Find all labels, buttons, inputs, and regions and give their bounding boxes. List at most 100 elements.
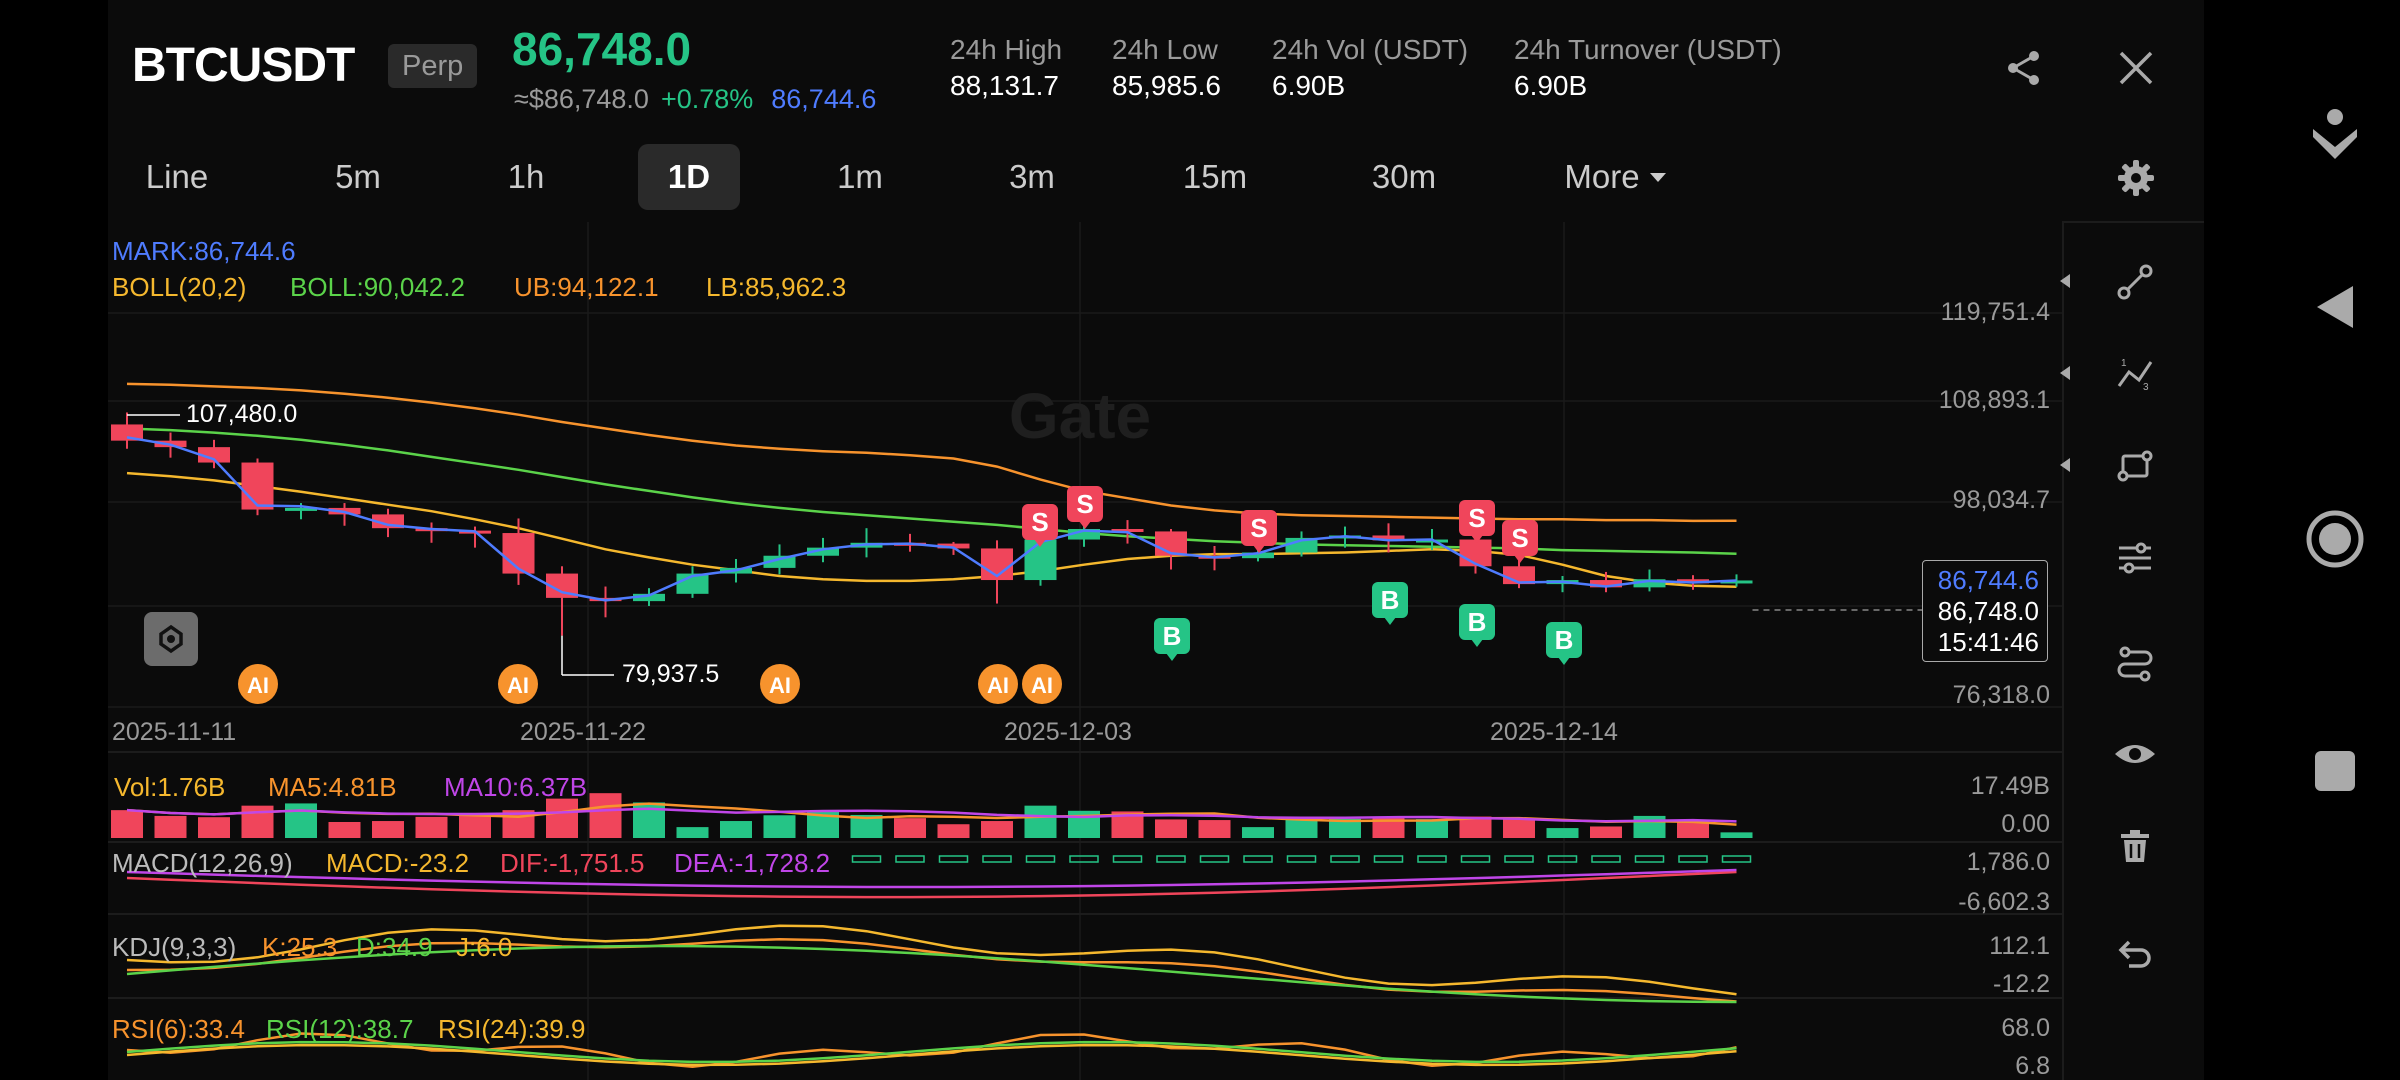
tab-more[interactable]: More xyxy=(1550,144,1680,210)
volume-bar xyxy=(1416,819,1448,838)
price-tick: 76,318.0 xyxy=(1952,681,2050,709)
tab-5m[interactable]: 5m xyxy=(335,158,381,195)
candle-body xyxy=(937,543,970,549)
sell-badge-tail xyxy=(1034,539,1046,547)
volume-bar xyxy=(154,815,187,838)
legend-ub: UB:94,122.1 xyxy=(514,272,659,302)
legend-k: K:25.3 xyxy=(262,932,338,962)
current-mark-price: 86,744.6 xyxy=(1937,565,2039,595)
kdj-k-line xyxy=(126,937,1737,1003)
tab-3m[interactable]: 3m xyxy=(1009,158,1055,195)
price-tick: 108,893.1 xyxy=(1938,386,2050,414)
legend-dif: DIF:-1,751.5 xyxy=(500,848,645,878)
tool-sliders[interactable] xyxy=(2090,528,2180,588)
volume-bar xyxy=(720,821,752,838)
buy-badge: B xyxy=(1546,622,1582,665)
svg-text:1: 1 xyxy=(2121,358,2127,369)
macd-dea-line xyxy=(126,868,1737,889)
sell-badge-shape xyxy=(1067,486,1103,522)
candle-body xyxy=(633,593,665,602)
sell-badge-tail xyxy=(1471,535,1483,543)
symbol-title[interactable]: BTCUSDT xyxy=(132,39,355,92)
ai-signal-badge-label: AI xyxy=(987,673,1009,698)
stat-label-turnover: 24h Turnover (USDT) xyxy=(1514,34,1782,65)
tab-more-label: More xyxy=(1564,158,1640,195)
tool-undo[interactable] xyxy=(2090,922,2180,982)
magnet-icon xyxy=(2117,646,2153,682)
candle-body xyxy=(807,547,839,556)
home-nav-icon[interactable] xyxy=(2290,494,2380,584)
volume-bar xyxy=(937,824,970,838)
tool-magnet[interactable] xyxy=(2090,632,2180,692)
stat-label-high: 24h High xyxy=(950,34,1063,65)
candle-countdown: 15:41:46 xyxy=(1937,627,2039,657)
date-tick: 2025-12-14 xyxy=(1490,718,1618,746)
legend-j: J:6.0 xyxy=(456,932,513,962)
macd-histogram-bar xyxy=(1286,855,1317,863)
current-price-box: 86,744.6 86,748.0 15:41:46 xyxy=(1922,560,2048,662)
macd-histogram-bar xyxy=(1199,855,1230,863)
buy-badge-label: B xyxy=(1163,621,1182,651)
legend-boll-mid: BOLL:90,042.2 xyxy=(290,272,465,302)
assistant-nav-icon[interactable] xyxy=(2290,90,2380,180)
close-icon[interactable] xyxy=(2108,40,2164,96)
ai-signal-badge: AI xyxy=(238,664,278,704)
macd-histogram-bar xyxy=(1634,855,1665,863)
candle-body xyxy=(111,424,143,441)
macd-dif-line xyxy=(126,870,1737,899)
sell-badge-tail xyxy=(1253,545,1265,553)
recents-nav-icon[interactable] xyxy=(2290,726,2380,816)
tool-delete[interactable] xyxy=(2090,816,2180,876)
volume-bar xyxy=(415,816,448,838)
tab-1d[interactable]: 1D xyxy=(638,144,740,210)
macd-tick: 1,786.0 xyxy=(1966,848,2050,876)
legend-rsi12: RSI(12):38.7 xyxy=(266,1014,414,1044)
volume-bar xyxy=(285,803,317,838)
tab-30m[interactable]: 30m xyxy=(1371,158,1437,195)
sliders-icon xyxy=(2119,542,2151,574)
macd-tick: -6,602.3 xyxy=(1958,888,2050,916)
buy-badge-label: B xyxy=(1468,607,1487,637)
tool-line[interactable] xyxy=(2060,252,2180,312)
shape-tool-icon xyxy=(2117,450,2153,482)
tab-1h[interactable]: 1h xyxy=(507,158,545,195)
macd-histogram-bar xyxy=(895,855,925,863)
volume-bar xyxy=(676,827,709,838)
kdj-tick: 112.1 xyxy=(1989,932,2050,960)
tab-line[interactable]: Line xyxy=(145,158,209,195)
stat-value-turnover: 6.90B xyxy=(1514,70,1588,101)
tool-shape[interactable] xyxy=(2060,436,2180,496)
volume-bar xyxy=(1677,820,1709,838)
volume-ma10-line xyxy=(126,807,1737,823)
tool-visibility[interactable] xyxy=(2090,724,2180,784)
stat-label-vol: 24h Vol (USDT) xyxy=(1272,34,1469,65)
macd-histogram-bar xyxy=(1721,855,1752,863)
chart-mode-icon[interactable] xyxy=(144,612,198,666)
volume-bar xyxy=(1633,815,1666,838)
sub-price-row: ≈$86,748.0 +0.78% 86,744.6 xyxy=(514,84,876,115)
mark-price-line xyxy=(126,414,1922,676)
buy-badge-label: B xyxy=(1555,625,1574,655)
legend-ma5: MA5:4.81B xyxy=(268,772,397,802)
sell-badge-shape xyxy=(1241,510,1277,546)
undo-icon xyxy=(2118,940,2151,968)
tab-1m[interactable]: 1m xyxy=(837,158,883,195)
legend-dea: DEA:-1,728.2 xyxy=(674,848,831,878)
buy-badge-shape xyxy=(1546,622,1582,658)
ai-signal-badge-shape xyxy=(498,664,538,704)
share-icon[interactable] xyxy=(1996,40,2052,96)
buy-badge-shape xyxy=(1154,618,1190,654)
legend-boll: BOLL(20,2) xyxy=(112,272,247,302)
ai-signal-badge: AI xyxy=(1022,664,1062,704)
approx-price: ≈$86,748.0 xyxy=(514,84,649,114)
buy-badge-tail xyxy=(1558,657,1570,665)
buy-badge-label: B xyxy=(1381,585,1400,615)
tab-15m[interactable]: 15m xyxy=(1182,158,1248,195)
gear-icon[interactable] xyxy=(2108,150,2164,206)
low-price-annotation: 79,937.5 xyxy=(622,660,720,688)
back-nav-icon[interactable] xyxy=(2290,262,2380,352)
candle-body xyxy=(1459,539,1492,567)
